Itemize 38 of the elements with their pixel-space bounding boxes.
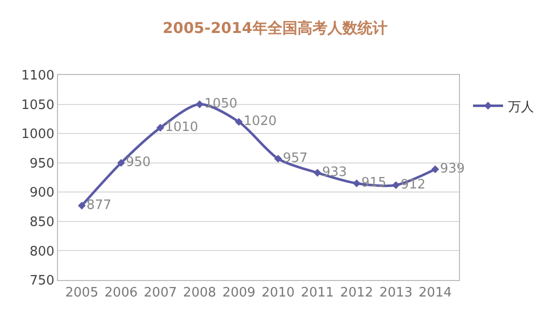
x-tick-label: 2007 [144, 286, 177, 301]
y-tick-label: 1050 [21, 98, 54, 113]
y-tick-label: 850 [30, 214, 54, 230]
point [117, 158, 125, 167]
x-tick-label: 2005 [65, 286, 98, 301]
x-tick-label: 2014 [418, 286, 452, 301]
point [196, 100, 204, 108]
x-tick-label: 2008 [183, 286, 216, 301]
data-label: 877 [86, 198, 112, 213]
y-tick-label: 800 [30, 244, 54, 260]
x-tick-label: 2011 [300, 286, 334, 301]
x-tick-label: 2012 [340, 286, 374, 301]
x-tick-label: 2013 [379, 286, 412, 301]
y-tick-label: 750 [30, 274, 54, 289]
point [234, 118, 243, 126]
data-label: 1050 [204, 96, 238, 112]
x-tick-label: 2010 [262, 286, 295, 301]
data-label: 933 [322, 165, 347, 180]
legend-label: 万人 [508, 100, 534, 115]
point [431, 165, 440, 174]
y-tick-label: 950 [30, 156, 54, 172]
data-label: 950 [126, 155, 151, 170]
point [352, 179, 361, 188]
y-tick-label: 1000 [21, 127, 54, 142]
chart-title: 2005-2014年全国高考人数统计 [162, 19, 388, 38]
point [156, 124, 164, 132]
data-label: 1010 [165, 120, 198, 135]
data-label: 912 [400, 177, 426, 192]
y-tick-label: 1100 [21, 68, 54, 84]
point [274, 154, 282, 163]
data-label: 957 [282, 151, 308, 166]
point [78, 202, 86, 210]
y-tick-label: 900 [30, 186, 54, 201]
x-tick-label: 2009 [222, 286, 256, 301]
point [392, 181, 400, 190]
x-tick-label: 2006 [104, 286, 138, 301]
point [314, 168, 322, 177]
data-label: 1020 [244, 114, 277, 130]
